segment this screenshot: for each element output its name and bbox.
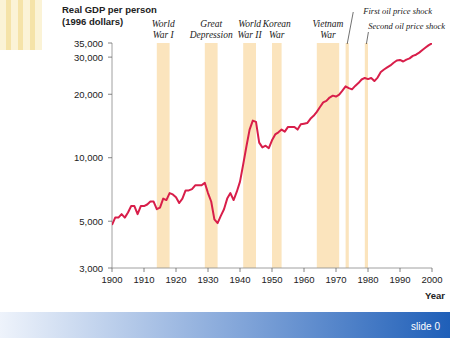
x-tick [400, 268, 401, 272]
period-band [272, 43, 282, 268]
x-tick-label: 1980 [357, 274, 378, 285]
decoration-block [0, 0, 42, 50]
x-tick-label: 1900 [101, 274, 122, 285]
period-label: War I [153, 30, 175, 40]
y-tick-label: 3,000 [79, 263, 103, 274]
x-tick-label: 1930 [197, 274, 218, 285]
footer: slide 0 [0, 312, 450, 338]
y-tick-label: 5,000 [79, 216, 103, 227]
x-tick [144, 268, 145, 272]
y-tick-label: 35,000 [74, 38, 103, 49]
period-label: Korean [262, 19, 291, 29]
axes: 3,000 5,000 10,000 20,000 30,000 35,000 1900 19… [74, 38, 443, 286]
decoration-stripe [18, 0, 23, 50]
period-label: Second oil price shock [368, 21, 445, 31]
period-label: First oil price shock [362, 6, 432, 16]
decoration [0, 0, 42, 50]
x-tick-label: 1960 [293, 274, 314, 285]
y-tick-label: 10,000 [74, 152, 103, 163]
decoration-stripe [6, 0, 11, 50]
callout-line [366, 32, 368, 44]
x-tick [176, 268, 177, 272]
callout-line [347, 12, 353, 44]
x-tick [304, 268, 305, 272]
period-label: Great [200, 19, 222, 29]
gdp-line [112, 43, 432, 225]
period-label: War [269, 30, 285, 40]
x-tick [336, 268, 337, 272]
period-label: World [238, 19, 261, 29]
y-axis-label: Real GDP per person [62, 4, 157, 15]
x-tick [368, 268, 369, 272]
period-label: World [152, 19, 175, 29]
x-tick [240, 268, 241, 272]
x-tick-label: 1990 [389, 274, 410, 285]
x-tick-label: 1940 [229, 274, 250, 285]
x-axis-label: Year [425, 290, 445, 301]
period-band [346, 43, 349, 268]
x-tick-label: 1910 [133, 274, 154, 285]
period-bands [157, 43, 368, 268]
y-tick [108, 43, 112, 44]
period-band [365, 43, 368, 268]
x-tick-label: 1950 [261, 274, 282, 285]
chart: WorldWar IGreatDepressionWorldWar IIKore… [0, 0, 450, 338]
footer-bar [0, 312, 450, 338]
y-axis-label: (1996 dollars) [62, 16, 123, 27]
x-tick [272, 268, 273, 272]
period-labels: WorldWar IGreatDepressionWorldWar IIKore… [152, 6, 445, 44]
y-tick-label: 20,000 [74, 89, 103, 100]
period-band [205, 43, 218, 268]
period-label: War II [237, 30, 262, 40]
series [112, 43, 432, 225]
y-tick-label: 30,000 [74, 52, 103, 63]
period-label: Depression [189, 30, 233, 40]
period-band [157, 43, 170, 268]
period-band [317, 43, 339, 268]
x-tick-label: 1970 [325, 274, 346, 285]
x-tick-label: 2000 [421, 274, 442, 285]
footer-text: slide 0 [411, 321, 440, 332]
y-tick [108, 94, 112, 95]
x-tick [208, 268, 209, 272]
period-label: Vietnam [313, 19, 344, 29]
y-tick [108, 268, 112, 269]
y-tick [108, 57, 112, 58]
x-tick [112, 268, 113, 272]
decoration-stripe [30, 0, 35, 50]
x-tick-label: 1920 [165, 274, 186, 285]
x-tick [432, 268, 433, 272]
y-tick [108, 157, 112, 158]
period-label: War [320, 30, 336, 40]
y-axis-line [112, 43, 113, 268]
y-tick [108, 221, 112, 222]
